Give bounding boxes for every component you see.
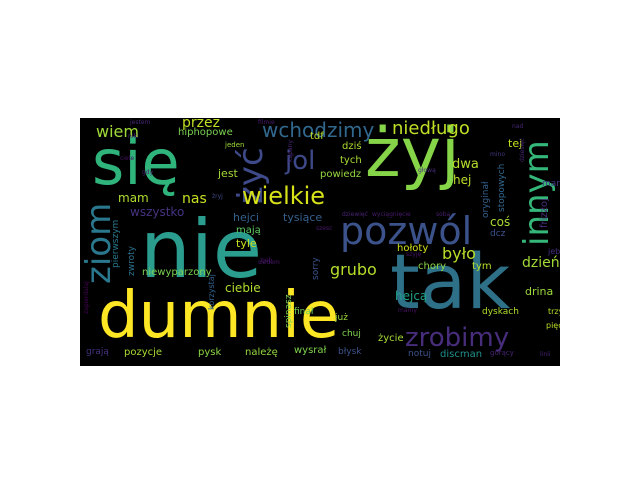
word: pozwól bbox=[340, 209, 473, 253]
word: gdy bbox=[142, 169, 154, 176]
word: dwa bbox=[452, 157, 479, 172]
word: siedem bbox=[258, 259, 280, 266]
word: wysrał bbox=[294, 345, 327, 356]
word: zwroty bbox=[127, 246, 137, 276]
word: jol bbox=[285, 146, 316, 176]
word: tysiące bbox=[283, 211, 323, 224]
word: frizzoj bbox=[539, 198, 550, 228]
word: filmie bbox=[258, 119, 275, 126]
word: hołoty bbox=[397, 243, 429, 254]
word: pozycje bbox=[124, 347, 163, 358]
word: jeden bbox=[225, 141, 245, 149]
word: dyskach bbox=[482, 307, 519, 317]
word: zjeb bbox=[260, 257, 273, 264]
word: grubo bbox=[330, 260, 377, 279]
word: tym bbox=[472, 261, 492, 272]
word: man bbox=[542, 179, 560, 189]
word: nas bbox=[182, 191, 207, 207]
word: sorry bbox=[311, 257, 321, 280]
word: tak bbox=[390, 237, 511, 326]
word: tej bbox=[508, 137, 523, 150]
word: dzień bbox=[522, 255, 560, 271]
word: jest bbox=[218, 167, 238, 180]
word: pysk bbox=[198, 347, 222, 358]
word: oryginał bbox=[481, 181, 491, 218]
word: niedługo bbox=[392, 118, 470, 139]
word: pierwszym bbox=[111, 219, 121, 268]
word: linii bbox=[540, 351, 551, 358]
word: mamy bbox=[398, 307, 417, 314]
word: jestem bbox=[130, 119, 151, 126]
word: kąpany bbox=[287, 140, 294, 162]
word: tyle bbox=[236, 237, 257, 250]
word: głową bbox=[418, 167, 436, 174]
word: nie bbox=[140, 203, 263, 296]
word: jeb bbox=[548, 247, 560, 256]
word: pięć bbox=[546, 321, 560, 330]
word: korzystaj bbox=[207, 274, 216, 310]
word: hiphopowe bbox=[178, 127, 233, 138]
word: dcz bbox=[490, 229, 506, 239]
word: chuj bbox=[342, 329, 361, 339]
word: niewyparzony bbox=[142, 267, 212, 278]
word: discman bbox=[440, 349, 483, 360]
word: powiedz bbox=[320, 169, 362, 180]
word: było bbox=[442, 244, 476, 263]
word: dziewięć bbox=[342, 211, 368, 218]
word: błysk bbox=[338, 347, 362, 357]
word: zapierdalaj bbox=[83, 281, 90, 314]
word: notuj bbox=[408, 349, 431, 359]
word: drina bbox=[525, 285, 554, 298]
word: należę bbox=[245, 347, 278, 358]
word: coś bbox=[490, 215, 511, 229]
word: hej bbox=[453, 173, 472, 187]
word: ciebie bbox=[225, 281, 261, 295]
word: szyję bbox=[406, 251, 422, 258]
word: żyj bbox=[365, 118, 460, 193]
word: wchodzimy bbox=[262, 118, 375, 142]
word: nad bbox=[512, 123, 524, 130]
word: hejci bbox=[233, 211, 259, 224]
word: dziś bbox=[342, 141, 362, 152]
word: trzy bbox=[548, 307, 560, 316]
word: grają bbox=[86, 347, 109, 357]
word: sobą bbox=[436, 211, 451, 218]
word: już bbox=[335, 313, 348, 323]
word: życie bbox=[378, 333, 404, 344]
word: przez bbox=[182, 118, 220, 131]
word: finał bbox=[294, 307, 314, 317]
word: tych bbox=[340, 155, 362, 166]
word: szesc bbox=[316, 225, 333, 232]
word: dziesięć bbox=[519, 137, 526, 162]
word: wszystko bbox=[130, 205, 185, 219]
word: ciele bbox=[120, 155, 135, 162]
word: hejcą bbox=[395, 289, 428, 303]
word: spinasz bbox=[284, 294, 294, 328]
word: żryj bbox=[212, 193, 223, 200]
word: niki bbox=[128, 133, 139, 140]
word: wiem bbox=[96, 122, 139, 141]
word: chory bbox=[418, 261, 446, 272]
word: wielkie bbox=[242, 182, 326, 210]
word: tdf bbox=[310, 131, 324, 142]
word-cloud: nie tak dumnie żyj się pozwól ziom żyć i… bbox=[80, 118, 560, 366]
word: dumnie bbox=[98, 279, 340, 353]
word: mam bbox=[118, 191, 149, 205]
word: się bbox=[92, 126, 180, 199]
word: mino bbox=[490, 151, 505, 158]
word: stopowych bbox=[497, 163, 507, 212]
word: gorący bbox=[490, 349, 514, 357]
word: zrobimy bbox=[405, 323, 510, 353]
word: mają bbox=[236, 225, 261, 236]
word: wyciągnięcie bbox=[372, 211, 411, 218]
